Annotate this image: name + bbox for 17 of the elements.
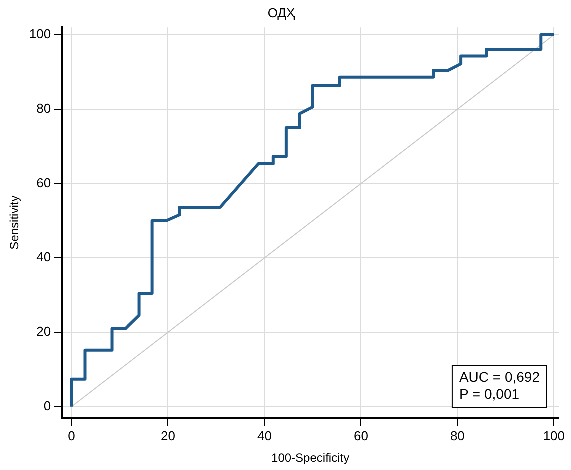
annotation: P = 0,001 bbox=[459, 386, 520, 402]
x-tick-label: 60 bbox=[354, 428, 368, 444]
y-tick-label: 0 bbox=[44, 398, 52, 414]
x-tick-label: 80 bbox=[450, 428, 465, 444]
x-tick-label: 20 bbox=[160, 428, 176, 444]
x-tick-label: 0 bbox=[68, 428, 76, 444]
x-tick-label: 40 bbox=[257, 428, 272, 444]
y-tick-label: 40 bbox=[36, 250, 52, 265]
x-axis-title: 100-Specificity bbox=[272, 451, 350, 466]
y-tick-label: 100 bbox=[29, 26, 52, 42]
y-tick-label: 80 bbox=[36, 100, 52, 116]
y-axis-title: Sensitivity bbox=[8, 196, 22, 250]
y-tick-label: 60 bbox=[36, 175, 52, 190]
chart-title: ОДҲ bbox=[268, 5, 296, 20]
annotation: AUC = 0,692 bbox=[459, 368, 540, 385]
y-tick-label: 20 bbox=[36, 324, 52, 340]
x-tick-label: 100 bbox=[543, 428, 566, 444]
